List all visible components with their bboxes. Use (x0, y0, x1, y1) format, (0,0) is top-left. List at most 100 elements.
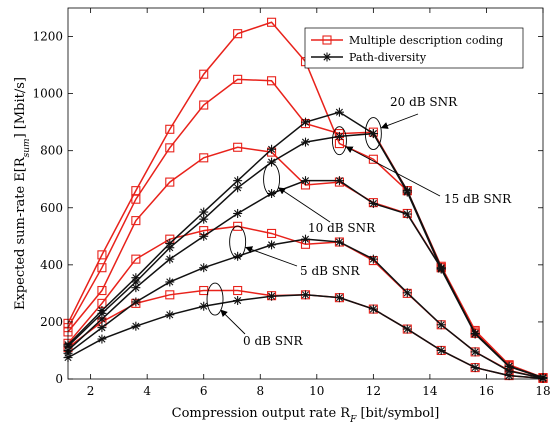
star-marker (131, 283, 141, 293)
annotation-arrow (220, 309, 246, 335)
star-marker (334, 107, 344, 117)
star-stroke (505, 372, 513, 380)
star-marker (199, 214, 209, 224)
annotation-layer: 20 dB SNR 15 dB SNR 10 dB SNR 5 dB SNR 0 dB … (206, 95, 512, 348)
star-marker (267, 291, 277, 301)
star-stroke (471, 348, 479, 356)
square-marker (322, 35, 332, 45)
star-stroke (369, 199, 377, 208)
star-marker (199, 263, 209, 273)
star-marker (165, 243, 175, 253)
star-stroke (335, 238, 343, 246)
series-path-diversity-5-db-snr (63, 234, 548, 383)
star-marker (131, 297, 141, 307)
star-stroke (369, 305, 377, 313)
star-stroke (301, 291, 310, 299)
star-marker (199, 231, 209, 241)
star-stroke (301, 235, 310, 243)
star-marker (97, 323, 107, 333)
star-stroke (132, 278, 140, 286)
star-marker (436, 320, 446, 330)
star-stroke (98, 335, 106, 343)
x-tick-label: 14 (422, 384, 438, 398)
x-axis-label: Compression output rate RF [bit/symbol] (172, 406, 440, 425)
star-marker (301, 234, 310, 244)
x-tick-label: 10 (309, 384, 324, 398)
star-marker (165, 254, 175, 264)
star-stroke (301, 138, 310, 146)
annotation-ellipse (331, 126, 347, 156)
star-stroke (437, 264, 445, 272)
star-marker (368, 198, 378, 208)
annotation-arrow (245, 246, 298, 267)
square-marker (97, 250, 107, 260)
annotation-20-db-snr: 20 dB SNR (364, 95, 458, 151)
star-marker (504, 371, 514, 381)
star-marker (131, 321, 141, 331)
star-marker (165, 310, 175, 320)
star-marker (267, 144, 277, 154)
star-stroke (335, 132, 343, 140)
star-stroke (268, 145, 276, 153)
annotation-arrow (278, 187, 331, 223)
y-tick-label: 200 (40, 315, 63, 329)
annotation-label: 5 dB SNR (300, 264, 360, 278)
star-marker (97, 314, 107, 324)
series-layer (63, 17, 548, 383)
star-marker (402, 324, 412, 334)
star-stroke (98, 315, 106, 323)
star-stroke (200, 302, 208, 310)
y-tick-label: 600 (40, 201, 63, 215)
y-axis-label: Expected sum-rate E[Rsum] [Mbit/s] (13, 77, 32, 310)
star-marker (402, 288, 412, 298)
star-marker (233, 183, 243, 193)
y-tick-label: 400 (40, 258, 63, 272)
star-marker (470, 363, 480, 373)
star-marker (470, 347, 480, 357)
square-marker (165, 290, 175, 300)
star-stroke (132, 298, 140, 306)
square-marker (165, 124, 175, 134)
y-tick-label: 1200 (32, 30, 63, 44)
star-stroke (437, 321, 445, 329)
star-marker (470, 329, 480, 339)
star-marker (267, 189, 277, 198)
star-stroke (98, 324, 106, 332)
star-stroke (132, 284, 140, 292)
annotation-ellipse (206, 282, 224, 316)
star-stroke (200, 208, 208, 216)
square-marker (97, 263, 107, 273)
star-marker (233, 176, 243, 186)
star-marker (301, 290, 310, 300)
y-tick-label: 1000 (32, 87, 63, 101)
star-marker (267, 157, 277, 167)
star-stroke (200, 215, 208, 223)
star-stroke (268, 292, 276, 300)
square-marker (131, 254, 141, 264)
star-marker (322, 52, 332, 62)
x-tick-label: 4 (143, 384, 151, 398)
legend-entry: Multiple description coding (311, 34, 503, 47)
square-marker (199, 69, 209, 79)
x-tick-label: 2 (87, 384, 95, 398)
square-marker (97, 285, 107, 296)
star-marker (334, 237, 344, 247)
star-stroke (268, 189, 276, 198)
star-stroke (403, 188, 411, 196)
star-marker (436, 345, 446, 355)
y-tick-label: 0 (55, 372, 63, 386)
square-marker (267, 228, 277, 239)
star-marker (334, 176, 344, 186)
star-stroke (335, 108, 343, 116)
annotation-ellipse (364, 117, 382, 151)
x-tick-label: 18 (535, 384, 550, 398)
square-marker (199, 153, 209, 163)
star-stroke (335, 294, 343, 302)
star-stroke (437, 346, 445, 355)
star-marker (165, 277, 175, 287)
star-stroke (403, 325, 411, 333)
star-stroke (403, 289, 411, 297)
legend-entry: Path-diversity (311, 51, 427, 64)
star-stroke (166, 311, 174, 319)
